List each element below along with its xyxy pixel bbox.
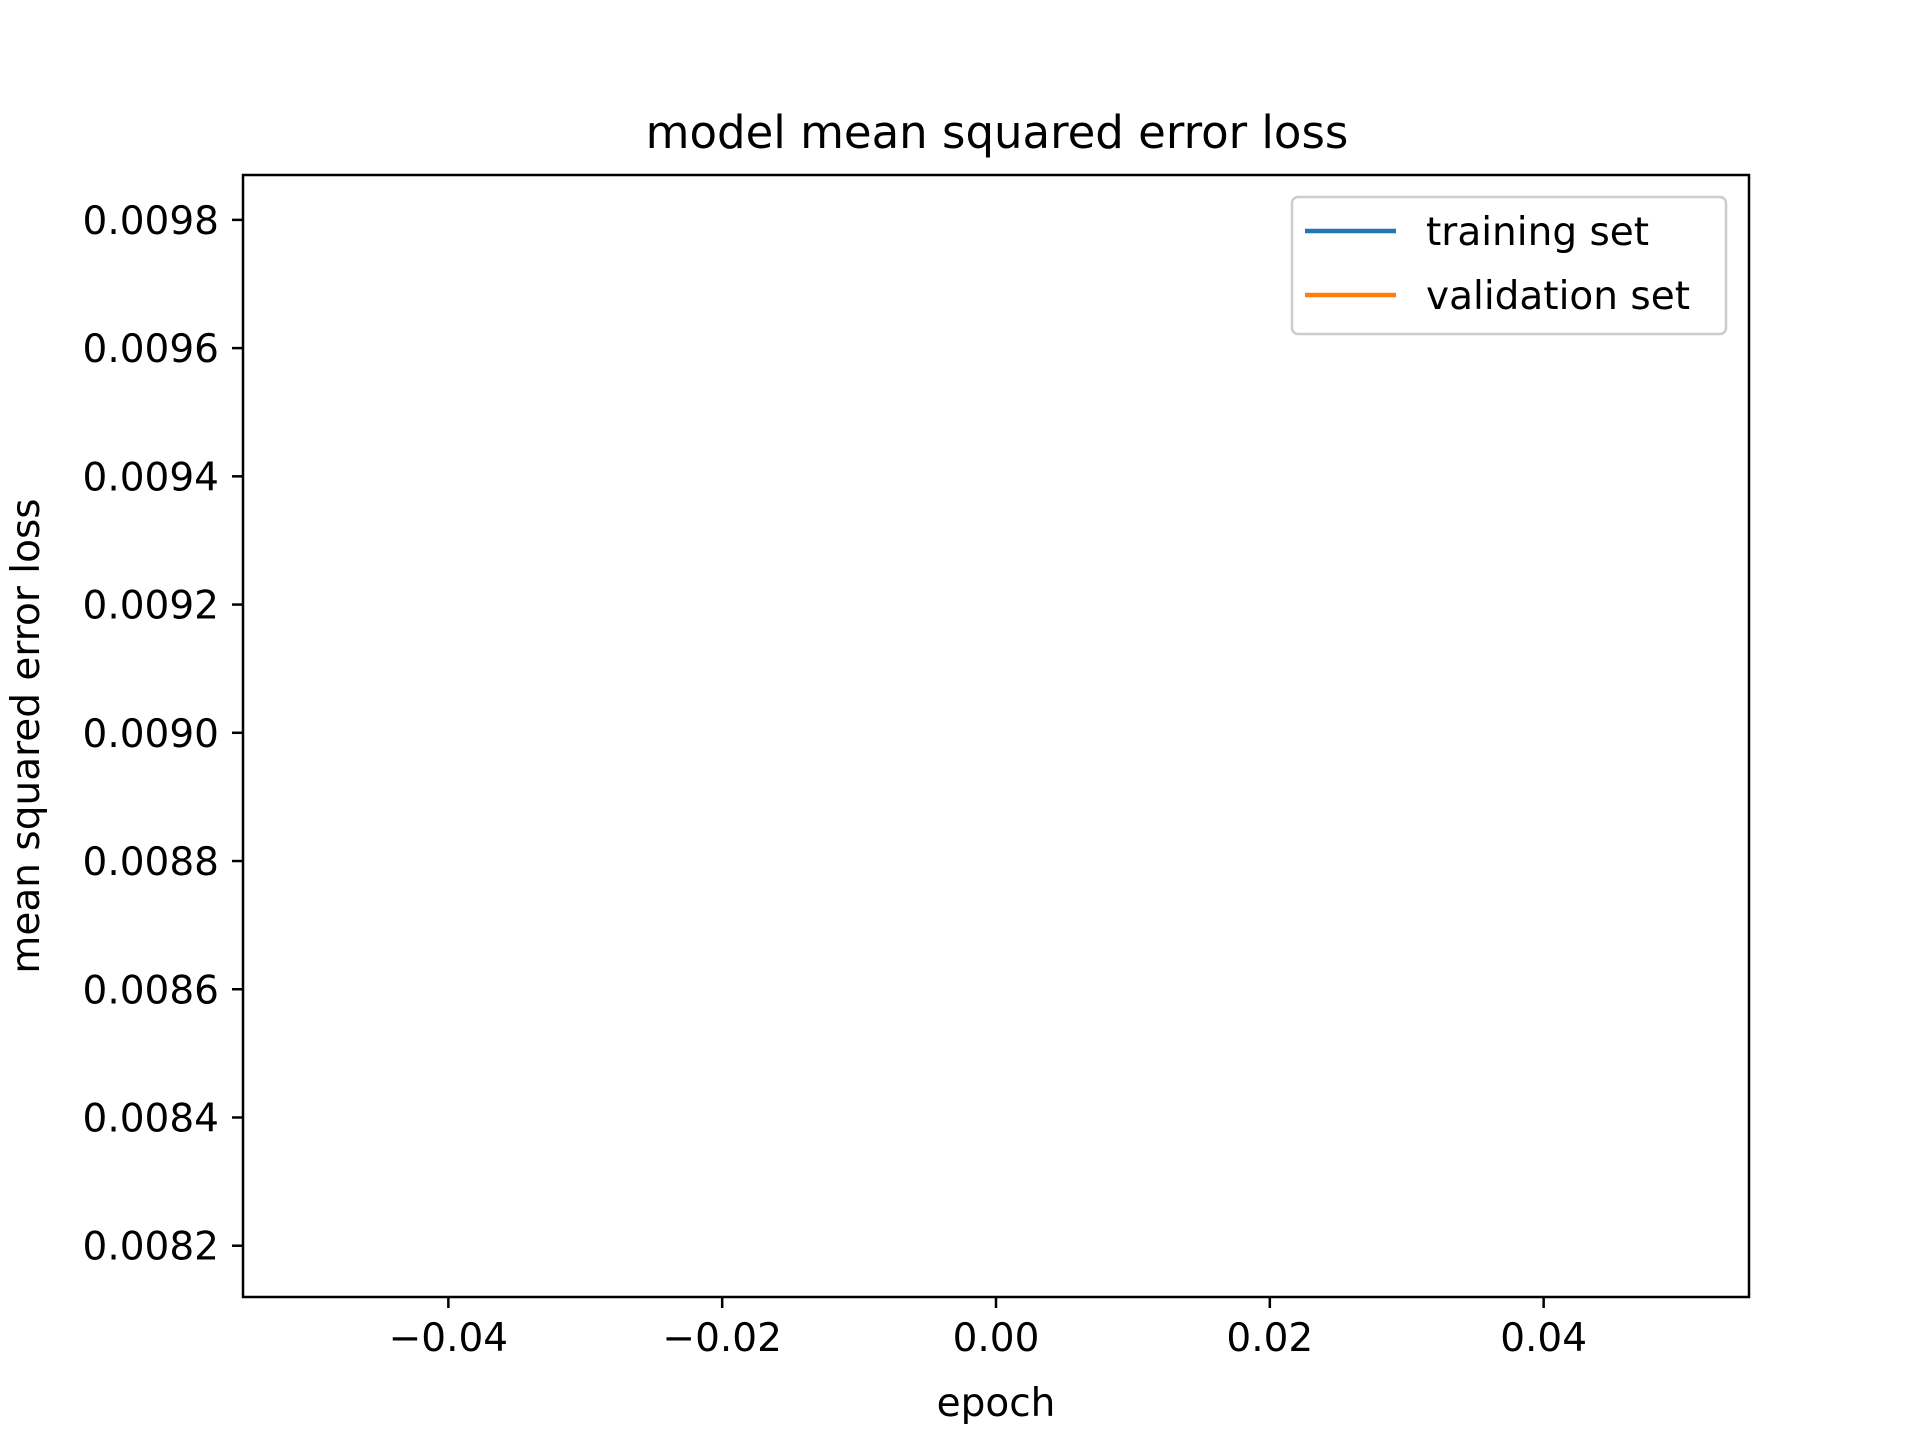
y-tick-label: 0.0096	[83, 327, 219, 372]
y-tick-label: 0.0082	[83, 1225, 219, 1270]
y-tick-label: 0.0090	[83, 712, 219, 757]
x-tick-label: −0.04	[389, 1316, 509, 1361]
legend-box	[1290, 195, 1728, 336]
y-axis-label: mean squared error loss	[4, 498, 49, 973]
y-tick-label: 0.0098	[83, 199, 219, 244]
x-tick-label: −0.02	[662, 1316, 782, 1361]
y-tick-label: 0.0088	[83, 840, 219, 885]
x-tick-label: 0.00	[953, 1316, 1040, 1361]
x-axis-ticks: −0.04 −0.02 0.00 0.02 0.04	[389, 1297, 1587, 1361]
y-tick-label: 0.0092	[83, 584, 219, 629]
y-tick-label: 0.0094	[83, 455, 219, 500]
y-tick-label: 0.0086	[83, 968, 219, 1013]
plot-area-frame	[241, 173, 1751, 1299]
y-axis-ticks: 0.0082 0.0084 0.0086 0.0088 0.0090 0.0092 0.00…	[83, 199, 243, 1270]
y-tick-label: 0.0084	[83, 1096, 219, 1141]
chart-title: model mean squared error loss	[646, 106, 1349, 159]
x-tick-label: 0.04	[1500, 1316, 1587, 1361]
legend-label-validation-set: validation set	[1426, 274, 1690, 319]
x-tick-label: 0.02	[1226, 1316, 1313, 1361]
x-axis-label: epoch	[937, 1381, 1056, 1426]
legend: training set validation set	[1290, 195, 1728, 336]
legend-label-training-set: training set	[1426, 210, 1649, 255]
